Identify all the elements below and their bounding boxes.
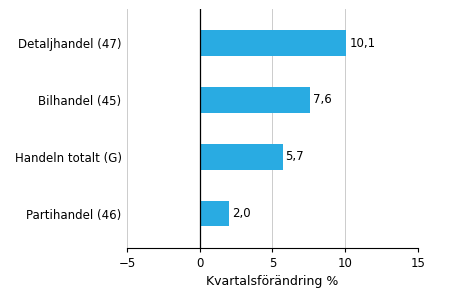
Bar: [200, 144, 282, 169]
Text: 10,1: 10,1: [350, 37, 375, 50]
X-axis label: Kvartalsförändring %: Kvartalsförändring %: [206, 275, 339, 288]
Text: 2,0: 2,0: [232, 207, 250, 220]
Text: 7,6: 7,6: [313, 93, 332, 106]
Text: 5,7: 5,7: [286, 150, 304, 163]
Bar: [200, 87, 310, 113]
Bar: [200, 201, 229, 226]
Bar: [200, 31, 346, 56]
